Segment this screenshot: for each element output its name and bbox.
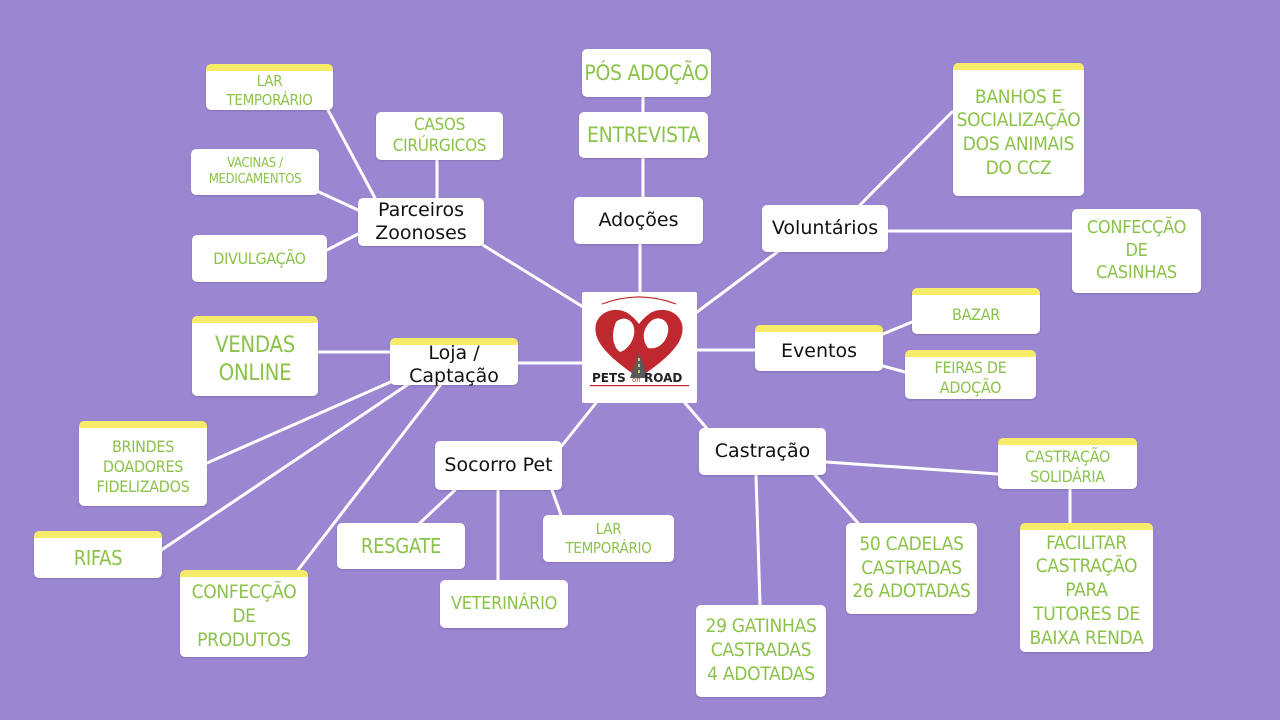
node-rifas: RIFAS bbox=[34, 531, 162, 578]
node-pos-adocao: PÓS ADOÇÃO bbox=[582, 49, 711, 97]
branch-eventos: Eventos bbox=[755, 325, 883, 371]
node-lar-temporario-socorro-label: LAR TEMPORÁRIO bbox=[565, 519, 652, 557]
node-gatinhas-castradas: 29 GATINHAS CASTRADAS 4 ADOTADAS bbox=[696, 605, 826, 697]
branch-parceiros-zoonoses: Parceiros Zoonoses bbox=[358, 198, 484, 246]
node-feiras-adocao: FEIRAS DE ADOÇÃO bbox=[905, 350, 1036, 399]
node-brindes-doadores-label: BRINDES DOADORES FIDELIZADOS bbox=[96, 437, 190, 496]
node-brindes-doadores: BRINDES DOADORES FIDELIZADOS bbox=[79, 421, 207, 506]
branch-adocoes: Adoções bbox=[574, 197, 703, 244]
node-bazar-label: BAZAR bbox=[952, 304, 1000, 324]
node-vendas-online-label: VENDAS ONLINE bbox=[214, 333, 295, 386]
node-facilitar-castracao-label: FACILITAR CASTRAÇÃO PARA TUTORES DE BAIX… bbox=[1029, 531, 1144, 649]
node-castracao-solidaria-label: CASTRAÇÃO SOLIDÁRIA bbox=[1025, 447, 1110, 486]
node-entrevista-label: ENTREVISTA bbox=[587, 122, 700, 147]
node-lar-temporario-socorro: LAR TEMPORÁRIO bbox=[543, 515, 674, 562]
branch-voluntarios: Voluntários bbox=[762, 205, 888, 252]
pets-on-road-logo: PETS on ROAD bbox=[590, 296, 689, 387]
logo-text-right: ROAD bbox=[644, 371, 682, 385]
node-resgate-label: RESGATE bbox=[360, 533, 442, 558]
node-banhos-socializacao: BANHOS E SOCIALIZAÇÃO DOS ANIMAIS DO CCZ bbox=[953, 63, 1084, 196]
node-divulgacao: DIVULGAÇÃO bbox=[192, 235, 327, 282]
node-entrevista: ENTREVISTA bbox=[579, 112, 708, 158]
node-veterinario-label: VETERINÁRIO bbox=[450, 592, 558, 614]
node-confeccao-casinhas-label: CONFECÇÃO DE CASINHAS bbox=[1086, 217, 1187, 284]
node-cadelas-castradas-label: 50 CADELAS CASTRADAS 26 ADOTADAS bbox=[852, 532, 971, 603]
branch-castracao: Castração bbox=[699, 428, 826, 475]
branch-loja-captacao: Loja / Captação bbox=[390, 338, 518, 387]
branch-loja-captacao-label: Loja / Captação bbox=[409, 342, 499, 387]
node-rifas-label: RIFAS bbox=[73, 545, 123, 570]
node-casos-cirurgicos-label: CASOS CIRÚRGICOS bbox=[392, 114, 487, 156]
node-confeccao-produtos-label: CONFECÇÃO DE PRODUTOS bbox=[191, 581, 297, 651]
node-lar-temporario-parceiros-label: LAR TEMPORÁRIO bbox=[226, 71, 313, 109]
branch-socorro-pet-label: Socorro Pet bbox=[444, 454, 553, 477]
node-cadelas-castradas: 50 CADELAS CASTRADAS 26 ADOTADAS bbox=[846, 523, 977, 614]
node-gatinhas-castradas-label: 29 GATINHAS CASTRADAS 4 ADOTADAS bbox=[705, 615, 817, 685]
branch-voluntarios-label: Voluntários bbox=[771, 217, 879, 240]
branch-eventos-label: Eventos bbox=[781, 340, 857, 363]
node-confeccao-produtos: CONFECÇÃO DE PRODUTOS bbox=[180, 570, 308, 657]
node-vendas-online: VENDAS ONLINE bbox=[192, 316, 318, 396]
node-vacinas-medicamentos-label: VACINAS / MEDICAMENTOS bbox=[208, 155, 302, 187]
node-castracao-solidaria: CASTRAÇÃO SOLIDÁRIA bbox=[998, 438, 1137, 489]
branch-parceiros-zoonoses-label: Parceiros Zoonoses bbox=[375, 199, 467, 244]
logo-text-mid: on bbox=[632, 376, 641, 384]
node-bazar: BAZAR bbox=[912, 288, 1040, 334]
node-lar-temporario-parceiros: LAR TEMPORÁRIO bbox=[206, 64, 333, 110]
node-pos-adocao-label: PÓS ADOÇÃO bbox=[584, 60, 709, 85]
node-vacinas-medicamentos: VACINAS / MEDICAMENTOS bbox=[191, 149, 319, 195]
branch-castracao-label: Castração bbox=[714, 440, 811, 463]
node-resgate: RESGATE bbox=[337, 523, 465, 569]
branch-socorro-pet: Socorro Pet bbox=[435, 441, 562, 490]
node-veterinario: VETERINÁRIO bbox=[440, 580, 568, 628]
node-casos-cirurgicos: CASOS CIRÚRGICOS bbox=[376, 112, 503, 160]
node-confeccao-casinhas: CONFECÇÃO DE CASINHAS bbox=[1072, 209, 1201, 293]
logo-text-left: PETS bbox=[592, 371, 626, 385]
node-feiras-adocao-label: FEIRAS DE ADOÇÃO bbox=[934, 358, 1007, 397]
node-banhos-socializacao-label: BANHOS E SOCIALIZAÇÃO DOS ANIMAIS DO CCZ bbox=[956, 85, 1081, 179]
branch-adocoes-label: Adoções bbox=[598, 209, 679, 232]
node-divulgacao-label: DIVULGAÇÃO bbox=[213, 248, 306, 268]
center-logo: PETS on ROAD bbox=[582, 292, 697, 403]
node-facilitar-castracao: FACILITAR CASTRAÇÃO PARA TUTORES DE BAIX… bbox=[1020, 523, 1153, 652]
